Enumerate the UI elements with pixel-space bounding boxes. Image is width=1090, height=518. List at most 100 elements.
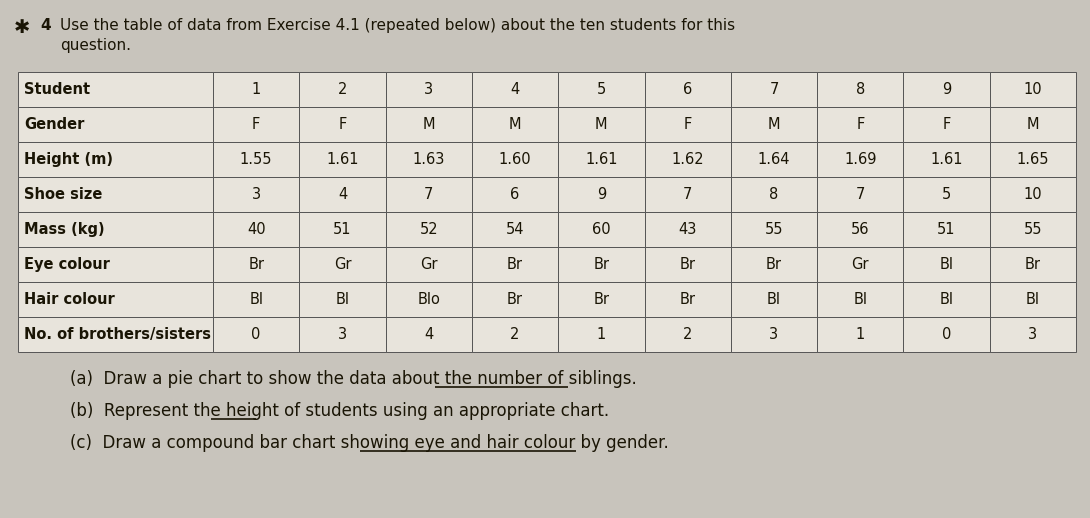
Text: 3: 3 (424, 82, 434, 97)
Text: 5: 5 (596, 82, 606, 97)
Text: Bl: Bl (1026, 292, 1040, 307)
Text: 3: 3 (770, 327, 778, 342)
Bar (300, 212, 386, 247)
Text: 8: 8 (856, 82, 864, 97)
Text: Bl: Bl (767, 292, 780, 307)
Text: 1.61: 1.61 (326, 152, 359, 167)
Bar (644, 107, 730, 142)
Bar (904, 247, 990, 282)
Text: 1.62: 1.62 (671, 152, 704, 167)
Bar (300, 107, 386, 142)
Text: 4: 4 (510, 82, 520, 97)
Text: Bl: Bl (336, 292, 350, 307)
Text: 9: 9 (942, 82, 952, 97)
Text: 52: 52 (420, 222, 438, 237)
Text: Br: Br (507, 257, 523, 272)
Bar (818, 177, 904, 212)
Bar (818, 282, 904, 317)
Text: 7: 7 (683, 187, 692, 202)
Text: (b)  Represent the height of students using an appropriate chart.: (b) Represent the height of students usi… (70, 402, 609, 420)
Text: Use the table of data from Exercise 4.1 (repeated below) about the ten students : Use the table of data from Exercise 4.1 … (60, 18, 735, 33)
Text: Br: Br (593, 292, 609, 307)
Text: Shoe size: Shoe size (24, 187, 102, 202)
Bar (730, 247, 818, 282)
Bar (990, 317, 1076, 352)
Bar (644, 142, 730, 177)
Bar (386, 212, 472, 247)
Text: F: F (338, 117, 347, 132)
Text: M: M (509, 117, 521, 132)
Text: 43: 43 (678, 222, 697, 237)
Text: Height (m): Height (m) (24, 152, 113, 167)
Bar (644, 72, 730, 107)
Text: 10: 10 (1024, 187, 1042, 202)
Bar (386, 247, 472, 282)
Bar (386, 72, 472, 107)
Bar (818, 72, 904, 107)
Text: Gr: Gr (420, 257, 437, 272)
Text: 1.63: 1.63 (412, 152, 445, 167)
Text: 1.61: 1.61 (930, 152, 962, 167)
Text: 6: 6 (510, 187, 520, 202)
Bar (300, 317, 386, 352)
Bar (558, 177, 644, 212)
Text: Student: Student (24, 82, 90, 97)
Text: M: M (595, 117, 607, 132)
Text: 0: 0 (252, 327, 261, 342)
Text: M: M (1027, 117, 1039, 132)
Bar (300, 282, 386, 317)
Bar (904, 107, 990, 142)
Bar (730, 107, 818, 142)
Text: Br: Br (766, 257, 782, 272)
Text: Br: Br (593, 257, 609, 272)
Bar (19, 317, 213, 352)
Text: Mass (kg): Mass (kg) (24, 222, 105, 237)
Bar (19, 72, 213, 107)
Bar (386, 317, 472, 352)
Bar (19, 107, 213, 142)
Text: 1.60: 1.60 (499, 152, 531, 167)
Bar (213, 107, 300, 142)
Bar (558, 317, 644, 352)
Text: question.: question. (60, 38, 131, 53)
Text: 51: 51 (937, 222, 956, 237)
Text: 56: 56 (851, 222, 870, 237)
Text: 1.69: 1.69 (844, 152, 876, 167)
Bar (558, 247, 644, 282)
Bar (818, 317, 904, 352)
Text: 3: 3 (252, 187, 261, 202)
Bar (818, 212, 904, 247)
Text: (a)  Draw a pie chart to show the data about the number of siblings.: (a) Draw a pie chart to show the data ab… (70, 370, 637, 388)
Bar (472, 247, 558, 282)
Text: 40: 40 (246, 222, 266, 237)
Text: 1.61: 1.61 (585, 152, 618, 167)
Text: 1: 1 (596, 327, 606, 342)
Bar (990, 72, 1076, 107)
Bar (558, 212, 644, 247)
Text: M: M (423, 117, 435, 132)
Bar (904, 212, 990, 247)
Text: Bl: Bl (853, 292, 868, 307)
Text: 9: 9 (596, 187, 606, 202)
Text: 1: 1 (856, 327, 864, 342)
Bar (213, 282, 300, 317)
Text: 2: 2 (683, 327, 692, 342)
Text: Gr: Gr (851, 257, 869, 272)
Bar (213, 247, 300, 282)
Text: Br: Br (680, 292, 695, 307)
Text: F: F (252, 117, 261, 132)
Bar (19, 142, 213, 177)
Bar (990, 282, 1076, 317)
Text: 3: 3 (338, 327, 347, 342)
Bar (904, 142, 990, 177)
Bar (730, 317, 818, 352)
Bar (990, 247, 1076, 282)
Bar (472, 317, 558, 352)
Text: 0: 0 (942, 327, 952, 342)
Bar (386, 177, 472, 212)
Bar (300, 247, 386, 282)
Bar (213, 212, 300, 247)
Text: Bl: Bl (940, 292, 954, 307)
Bar (472, 107, 558, 142)
Text: F: F (943, 117, 950, 132)
